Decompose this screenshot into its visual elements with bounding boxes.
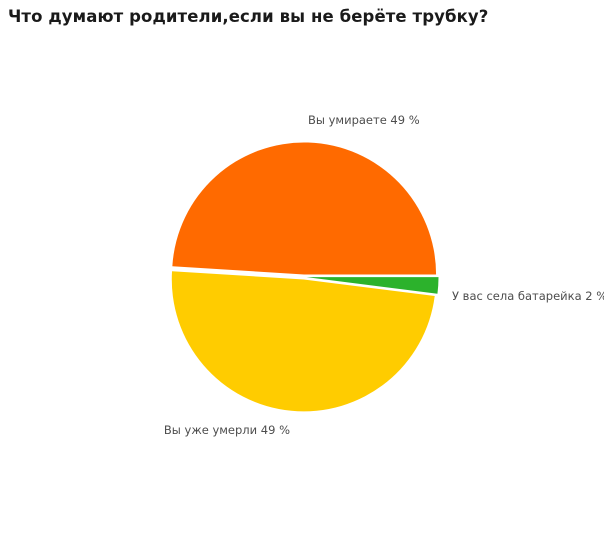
pie-label-battery-dead: У вас села батарейка 2 %	[452, 289, 604, 303]
pie-slice-2	[306, 277, 439, 294]
pie-slice-0	[172, 142, 437, 275]
pie-label-already-died: Вы уже умерли 49 %	[163, 423, 290, 437]
pie-slice-1	[171, 271, 435, 412]
pie-label-dying: Вы умираете 49 %	[308, 113, 420, 127]
chart-title: Что думают родители,если вы не берёте тр…	[8, 7, 489, 26]
